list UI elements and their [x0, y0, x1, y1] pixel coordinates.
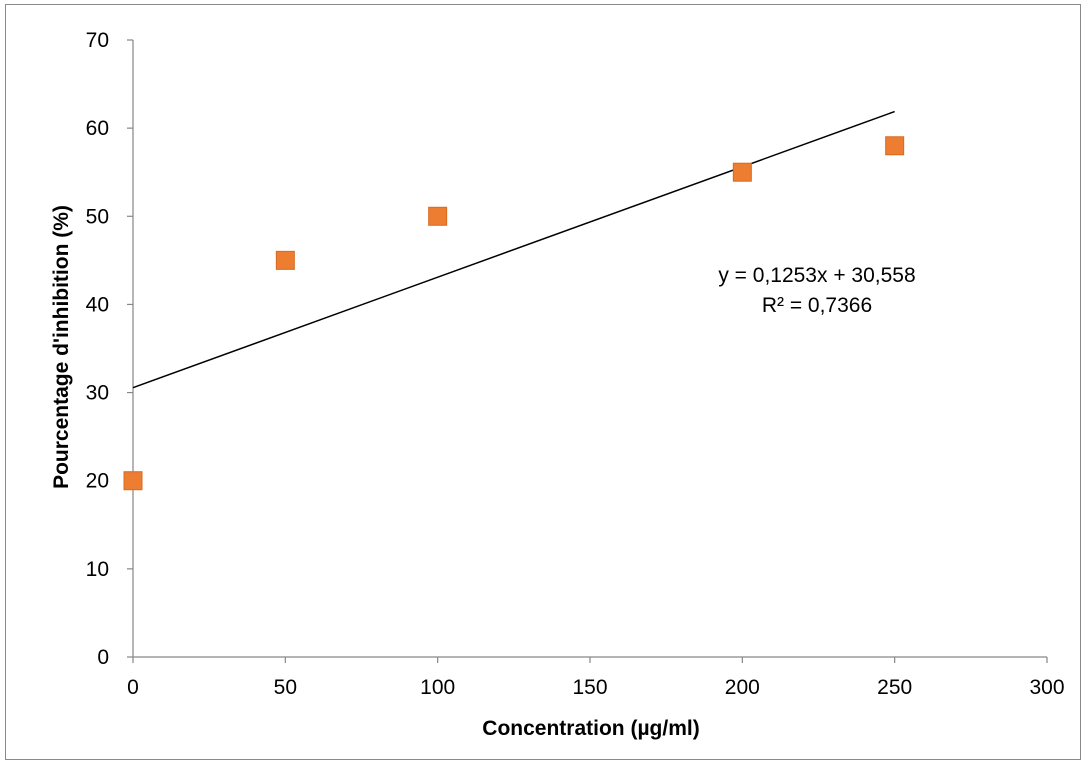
x-tick-label: 50 — [274, 676, 297, 699]
x-axis-title: Concentration (µg/ml) — [482, 717, 699, 740]
x-ticks: 0 50 100 150 200 250 300 — [127, 657, 1065, 699]
y-ticks: 0 10 20 30 40 50 60 70 — [86, 29, 133, 669]
trendline-group — [132, 110, 895, 389]
data-point — [428, 206, 448, 226]
data-point — [732, 162, 752, 182]
y-tick-label: 50 — [86, 205, 109, 228]
data-points — [123, 136, 905, 491]
y-tick-label: 70 — [86, 29, 109, 52]
y-tick-label: 30 — [86, 382, 109, 405]
x-tick-label: 0 — [127, 676, 139, 699]
x-tick-label: 100 — [420, 676, 455, 699]
x-tick-label: 150 — [572, 676, 607, 699]
chart-frame — [5, 4, 1081, 760]
y-tick-label: 0 — [97, 646, 109, 669]
y-tick-label: 60 — [86, 117, 109, 140]
y-tick-label: 20 — [86, 470, 109, 493]
data-point — [123, 471, 143, 491]
data-point — [885, 136, 905, 156]
y-tick-label: 40 — [86, 293, 109, 316]
x-tick-label: 300 — [1029, 676, 1064, 699]
data-point — [275, 250, 295, 270]
x-tick-label: 200 — [725, 676, 760, 699]
axes — [132, 40, 1047, 658]
trendline — [132, 110, 895, 389]
trendline-r2: R² = 0,7366 — [762, 294, 872, 317]
y-axis-title: Pourcentage d'inhibition (%) — [50, 205, 73, 489]
x-tick-label: 250 — [877, 676, 912, 699]
trendline-equation: y = 0,1253x + 30,558 — [718, 264, 915, 287]
y-tick-label: 10 — [86, 558, 109, 581]
